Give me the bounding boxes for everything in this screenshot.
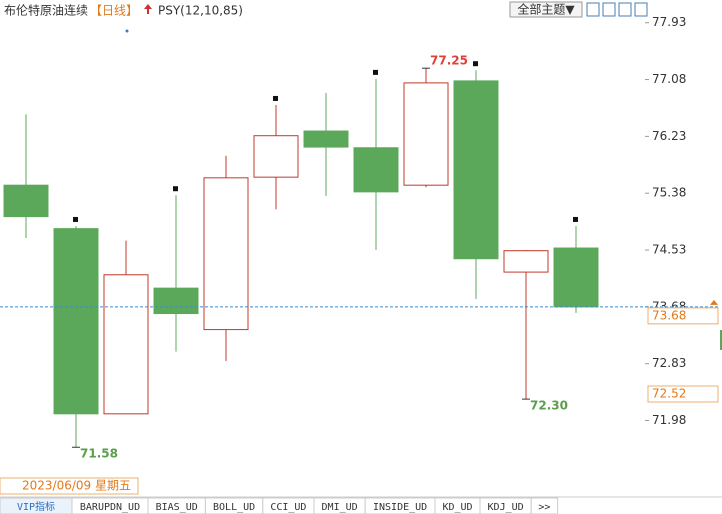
annotation: 71.58 <box>80 447 118 461</box>
signal-marker <box>73 216 78 222</box>
annotation: 72.30 <box>530 399 568 413</box>
tool-icon[interactable] <box>586 2 600 17</box>
theme-button[interactable]: 全部主题▼ <box>517 2 575 17</box>
y-tick-label: 77.93 <box>652 15 686 29</box>
tab[interactable]: VIP指标 <box>17 500 55 513</box>
candle-body <box>503 250 549 273</box>
period[interactable]: 【日线】 <box>90 4 138 18</box>
candle-body <box>203 177 249 331</box>
y-tick-label: 76.23 <box>652 129 686 143</box>
last-price-box <box>647 307 719 325</box>
tab[interactable]: DMI_UD <box>322 502 358 513</box>
tab[interactable]: >> <box>538 502 550 513</box>
cursor-label: 72.52 <box>652 387 686 401</box>
candle-body <box>403 82 449 186</box>
tab[interactable]: CCI_UD <box>270 502 306 513</box>
candle-body <box>253 135 299 178</box>
indicator[interactable]: PSY(12,10,85) <box>158 4 243 18</box>
toolbar[interactable] <box>586 2 648 17</box>
chart-title: 布伦特原油连续 <box>4 3 88 18</box>
indicator-icon <box>144 4 152 14</box>
y-tick-label: 72.83 <box>652 356 686 370</box>
candle-body <box>103 274 149 415</box>
tab[interactable]: KDJ_UD <box>488 502 524 513</box>
tab[interactable]: BOLL_UD <box>213 502 255 513</box>
last-price-label: 73.68 <box>652 308 686 322</box>
signal-marker <box>573 216 578 222</box>
y-tick-label: 71.98 <box>652 413 686 427</box>
theme-button-box[interactable] <box>509 1 583 18</box>
candle-body <box>3 184 49 218</box>
tab[interactable]: BIAS_UD <box>156 502 198 513</box>
tab-box[interactable] <box>530 497 559 514</box>
y-tick-label: 75.38 <box>652 186 686 200</box>
tool-icon[interactable] <box>602 2 616 17</box>
candle-body <box>153 287 199 315</box>
cursor-box <box>647 385 719 403</box>
annotation: 77.25 <box>430 54 468 68</box>
dot <box>125 29 129 33</box>
y-tick-label: 74.53 <box>652 243 686 257</box>
signal-marker <box>273 95 278 101</box>
y-tick-label: 77.08 <box>652 72 686 86</box>
tool-icon[interactable] <box>618 2 632 17</box>
signal-marker <box>173 186 178 192</box>
candle-body <box>53 228 99 415</box>
signal-marker <box>373 69 378 75</box>
date-label: 2023/06/09 星期五 <box>22 479 131 493</box>
date-box <box>0 477 139 495</box>
candle-body <box>453 80 499 260</box>
tool-icon[interactable] <box>634 2 648 17</box>
tab[interactable]: KD_UD <box>442 502 472 513</box>
candle-body <box>303 130 349 148</box>
signal-marker <box>473 61 478 67</box>
edge-mark <box>720 330 722 350</box>
candle-body <box>353 147 399 193</box>
last-price-arrow <box>710 299 718 305</box>
tab[interactable]: BARUPDN_UD <box>80 502 140 513</box>
candle-body <box>553 247 599 308</box>
tab[interactable]: INSIDE_UD <box>373 502 427 513</box>
